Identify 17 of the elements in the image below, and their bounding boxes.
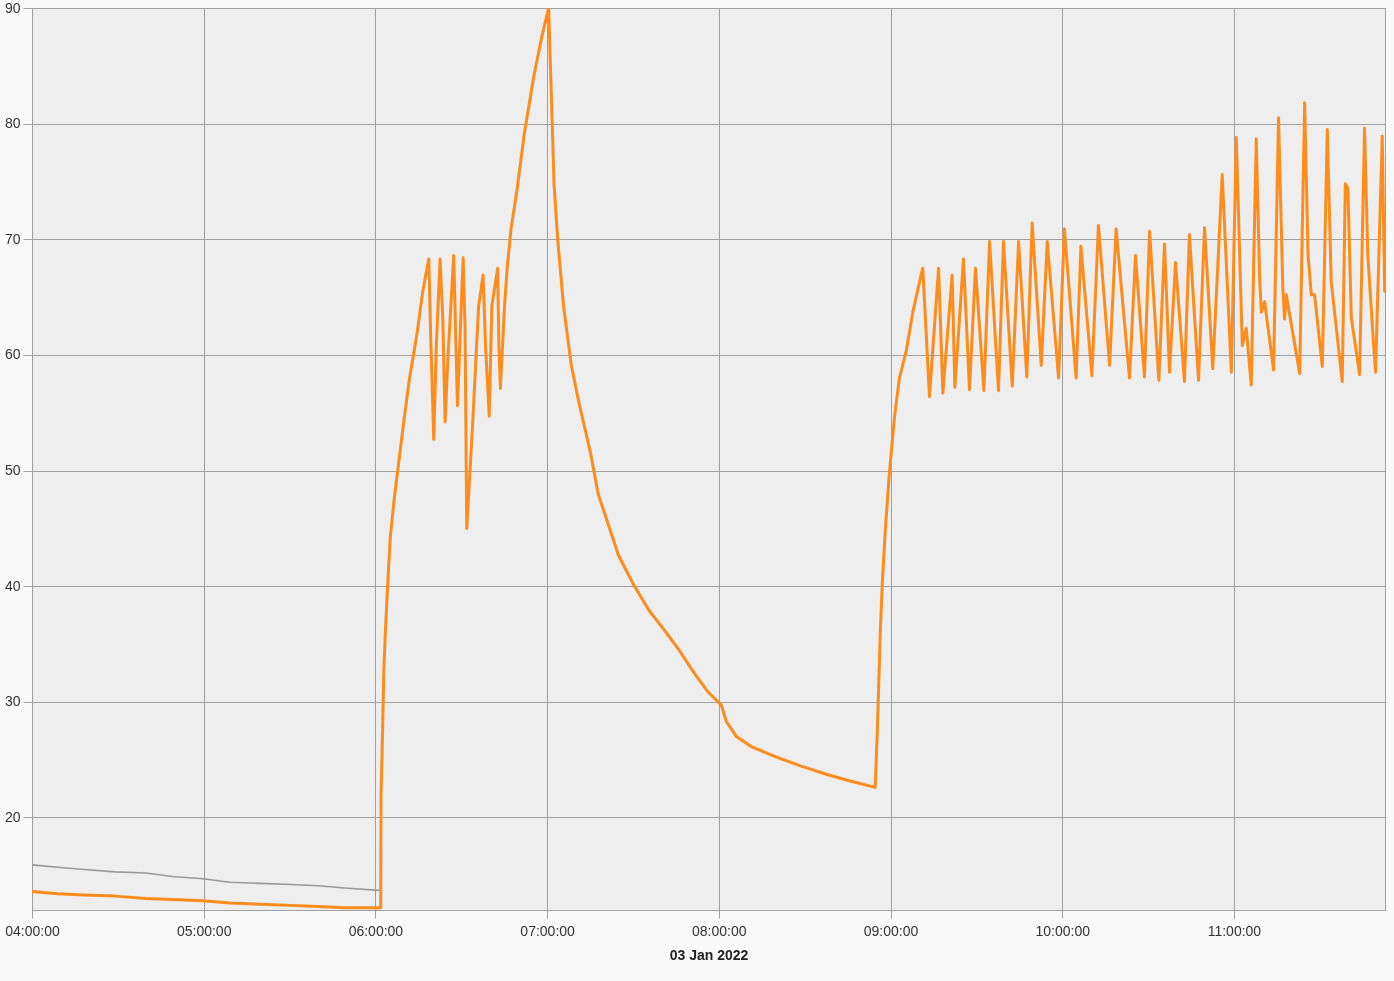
x-tick-label: 05:00:00 [176, 922, 232, 939]
y-tick-label: 40 [4, 577, 21, 594]
x-tick-label: 07:00:00 [520, 922, 576, 939]
x-axis-title: 03 Jan 2022 [669, 946, 749, 963]
x-tick-label: 08:00:00 [692, 922, 747, 939]
y-tick-label: 90 [4, 0, 21, 16]
y-tick-label: 20 [4, 808, 21, 825]
y-tick-label: 50 [4, 462, 21, 479]
x-tick-label: 11:00:00 [1207, 922, 1262, 939]
x-tick-label: 04:00:00 [5, 922, 60, 939]
y-tick-label: 60 [4, 346, 21, 363]
x-tick-label: 10:00:00 [1035, 922, 1091, 939]
x-tick-label: 09:00:00 [863, 922, 919, 939]
x-tick-label: 06:00:00 [348, 922, 404, 939]
y-tick-label: 30 [4, 693, 21, 710]
y-tick-label: 80 [4, 115, 21, 132]
y-tick-label: 70 [4, 230, 21, 247]
